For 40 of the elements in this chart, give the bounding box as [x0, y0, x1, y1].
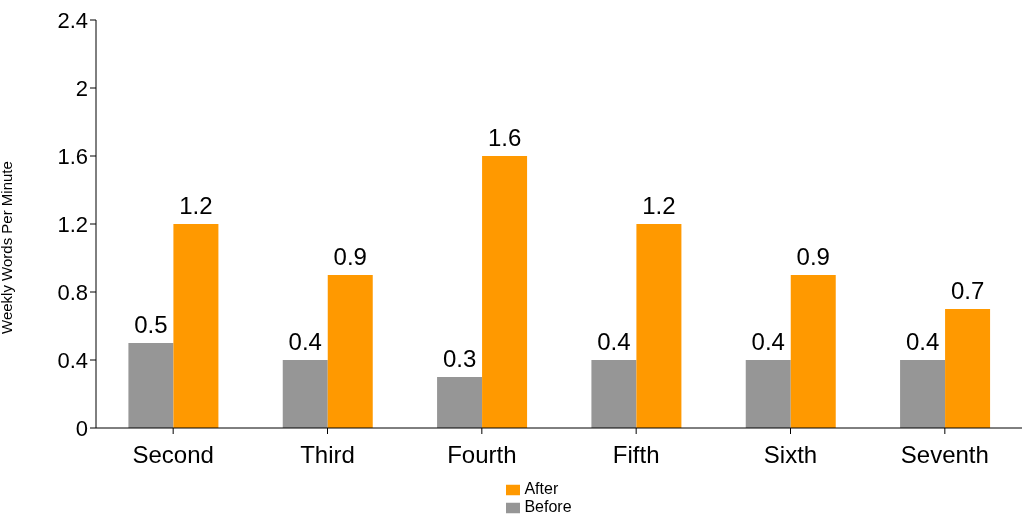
bar: [482, 156, 528, 428]
y-axis-title: Weekly Words Per Minute: [0, 161, 16, 334]
x-tick-label: Fourth: [447, 441, 517, 469]
data-label: 0.3: [442, 345, 477, 372]
bar: [128, 343, 174, 428]
y-tick-label: 0.4: [57, 347, 88, 373]
x-tick-label: Seventh: [900, 441, 989, 469]
y-tick-label: 2: [75, 75, 88, 101]
bar: [327, 275, 373, 428]
data-label: 0.4: [751, 328, 785, 355]
y-tick-label: 1.2: [57, 211, 88, 237]
bar: [636, 224, 682, 428]
data-label: 1.2: [179, 192, 213, 219]
data-label: 1.2: [642, 192, 676, 219]
x-tick-label: Fifth: [612, 441, 660, 469]
x-tick-label: Second: [132, 441, 214, 469]
bar: [282, 360, 328, 428]
bar: [900, 360, 946, 428]
data-label: 0.9: [796, 243, 830, 270]
data-label: 0.5: [134, 311, 168, 338]
bar: [437, 377, 483, 428]
x-tick-label: Sixth: [763, 441, 818, 469]
data-label: 0.4: [905, 328, 940, 355]
y-tick-label: 0: [75, 415, 88, 441]
bar: [790, 275, 836, 428]
data-label: 1.6: [487, 124, 522, 151]
y-tick-label: 0.8: [57, 279, 88, 305]
y-tick-label: 1.6: [57, 143, 88, 169]
data-label: 0.4: [597, 328, 631, 355]
x-tick-label: Third: [300, 441, 355, 469]
data-label: 0.7: [950, 277, 985, 304]
data-label: 0.4: [288, 328, 322, 355]
bar: [591, 360, 637, 428]
data-label: 0.9: [333, 243, 367, 270]
bar: [945, 309, 991, 428]
bar: [745, 360, 791, 428]
legend-label: After: [524, 480, 559, 497]
y-tick-label: 2.4: [57, 7, 88, 33]
legend-label: Before: [524, 498, 572, 515]
bar: [173, 224, 219, 428]
